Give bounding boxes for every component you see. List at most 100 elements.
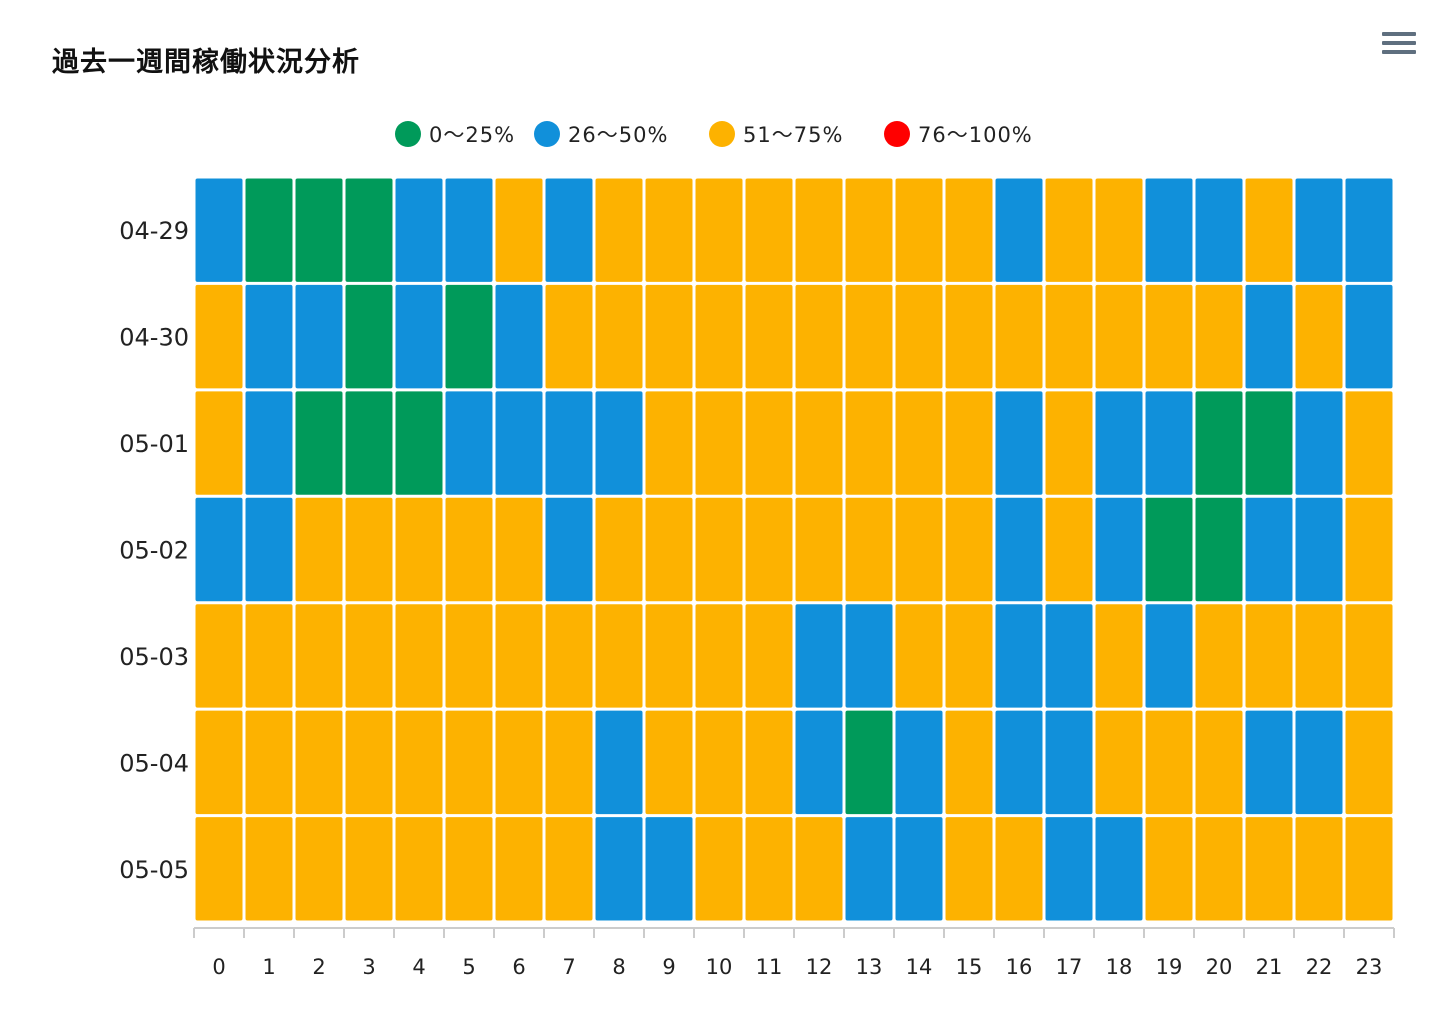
heatmap-cell[interactable] [1345, 817, 1393, 921]
heatmap-cell[interactable] [295, 710, 343, 815]
heatmap-cell[interactable] [1345, 497, 1393, 602]
heatmap-cell[interactable] [595, 604, 643, 708]
heatmap-cell[interactable] [1095, 391, 1143, 495]
heatmap-cell[interactable] [595, 178, 643, 282]
heatmap-cell[interactable] [445, 497, 493, 602]
heatmap-cell[interactable] [1045, 604, 1093, 708]
heatmap-cell[interactable] [1095, 710, 1143, 815]
heatmap-cell[interactable] [495, 710, 543, 815]
heatmap-cell[interactable] [1095, 284, 1143, 389]
heatmap-cell[interactable] [645, 710, 693, 815]
heatmap-cell[interactable] [1295, 391, 1343, 495]
heatmap-cell[interactable] [945, 497, 993, 602]
heatmap-cell[interactable] [1045, 817, 1093, 921]
heatmap-cell[interactable] [345, 710, 393, 815]
heatmap-cell[interactable] [945, 710, 993, 815]
heatmap-cell[interactable] [195, 391, 243, 495]
heatmap-cell[interactable] [895, 710, 943, 815]
heatmap-cell[interactable] [395, 497, 443, 602]
heatmap-cell[interactable] [1045, 284, 1093, 389]
heatmap-cell[interactable] [645, 284, 693, 389]
heatmap-cell[interactable] [345, 391, 393, 495]
heatmap-cell[interactable] [295, 604, 343, 708]
heatmap-cell[interactable] [1195, 391, 1243, 495]
heatmap-cell[interactable] [1345, 604, 1393, 708]
heatmap-cell[interactable] [945, 391, 993, 495]
heatmap-cell[interactable] [695, 178, 743, 282]
heatmap-cell[interactable] [995, 178, 1043, 282]
heatmap-cell[interactable] [795, 178, 843, 282]
heatmap-cell[interactable] [595, 391, 643, 495]
heatmap-cell[interactable] [345, 497, 393, 602]
heatmap-cell[interactable] [495, 497, 543, 602]
heatmap-cell[interactable] [845, 284, 893, 389]
heatmap-cell[interactable] [1045, 497, 1093, 602]
heatmap-cell[interactable] [1095, 604, 1143, 708]
heatmap-cell[interactable] [1145, 710, 1193, 815]
heatmap-cell[interactable] [595, 497, 643, 602]
heatmap-cell[interactable] [1295, 497, 1343, 602]
heatmap-cell[interactable] [1345, 284, 1393, 389]
heatmap-cell[interactable] [395, 604, 443, 708]
heatmap-cell[interactable] [895, 497, 943, 602]
heatmap-cell[interactable] [1095, 497, 1143, 602]
heatmap-cell[interactable] [1195, 497, 1243, 602]
heatmap-cell[interactable] [195, 284, 243, 389]
heatmap-cell[interactable] [695, 710, 743, 815]
heatmap-cell[interactable] [195, 497, 243, 602]
heatmap-cell[interactable] [945, 284, 993, 389]
heatmap-cell[interactable] [295, 178, 343, 282]
heatmap-cell[interactable] [1345, 710, 1393, 815]
heatmap-cell[interactable] [545, 710, 593, 815]
heatmap-cell[interactable] [1045, 391, 1093, 495]
heatmap-cell[interactable] [945, 604, 993, 708]
heatmap-cell[interactable] [645, 497, 693, 602]
heatmap-cell[interactable] [245, 710, 293, 815]
heatmap-cell[interactable] [245, 284, 293, 389]
heatmap-cell[interactable] [695, 391, 743, 495]
heatmap-cell[interactable] [895, 178, 943, 282]
heatmap-cell[interactable] [845, 497, 893, 602]
heatmap-cell[interactable] [1045, 178, 1093, 282]
heatmap-cell[interactable] [895, 604, 943, 708]
heatmap-cell[interactable] [1245, 604, 1293, 708]
heatmap-cell[interactable] [1245, 391, 1293, 495]
heatmap-cell[interactable] [545, 497, 593, 602]
heatmap-cell[interactable] [645, 178, 693, 282]
heatmap-cell[interactable] [1295, 710, 1343, 815]
heatmap-cell[interactable] [545, 817, 593, 921]
heatmap-cell[interactable] [195, 178, 243, 282]
heatmap-cell[interactable] [995, 817, 1043, 921]
heatmap-cell[interactable] [1095, 178, 1143, 282]
heatmap-cell[interactable] [395, 391, 443, 495]
heatmap-cell[interactable] [495, 391, 543, 495]
heatmap-cell[interactable] [1295, 284, 1343, 389]
heatmap-cell[interactable] [745, 391, 793, 495]
heatmap-cell[interactable] [445, 817, 493, 921]
heatmap-cell[interactable] [745, 604, 793, 708]
heatmap-cell[interactable] [1145, 497, 1193, 602]
heatmap-cell[interactable] [995, 284, 1043, 389]
heatmap-cell[interactable] [745, 497, 793, 602]
heatmap-cell[interactable] [1145, 284, 1193, 389]
heatmap-cell[interactable] [795, 391, 843, 495]
heatmap-cell[interactable] [745, 178, 793, 282]
heatmap-cell[interactable] [845, 178, 893, 282]
heatmap-cell[interactable] [1145, 604, 1193, 708]
heatmap-cell[interactable] [795, 710, 843, 815]
heatmap-cell[interactable] [345, 284, 393, 389]
heatmap-cell[interactable] [545, 604, 593, 708]
heatmap-cell[interactable] [345, 604, 393, 708]
heatmap-cell[interactable] [645, 817, 693, 921]
heatmap-cell[interactable] [245, 178, 293, 282]
heatmap-cell[interactable] [1295, 178, 1343, 282]
heatmap-cell[interactable] [595, 710, 643, 815]
heatmap-cell[interactable] [995, 391, 1043, 495]
heatmap-cell[interactable] [395, 284, 443, 389]
heatmap-cell[interactable] [1045, 710, 1093, 815]
heatmap-cell[interactable] [195, 817, 243, 921]
heatmap-cell[interactable] [1195, 284, 1243, 389]
heatmap-cell[interactable] [995, 604, 1043, 708]
legend-item-76-100[interactable]: 76〜100% [884, 117, 1033, 151]
heatmap-cell[interactable] [395, 178, 443, 282]
